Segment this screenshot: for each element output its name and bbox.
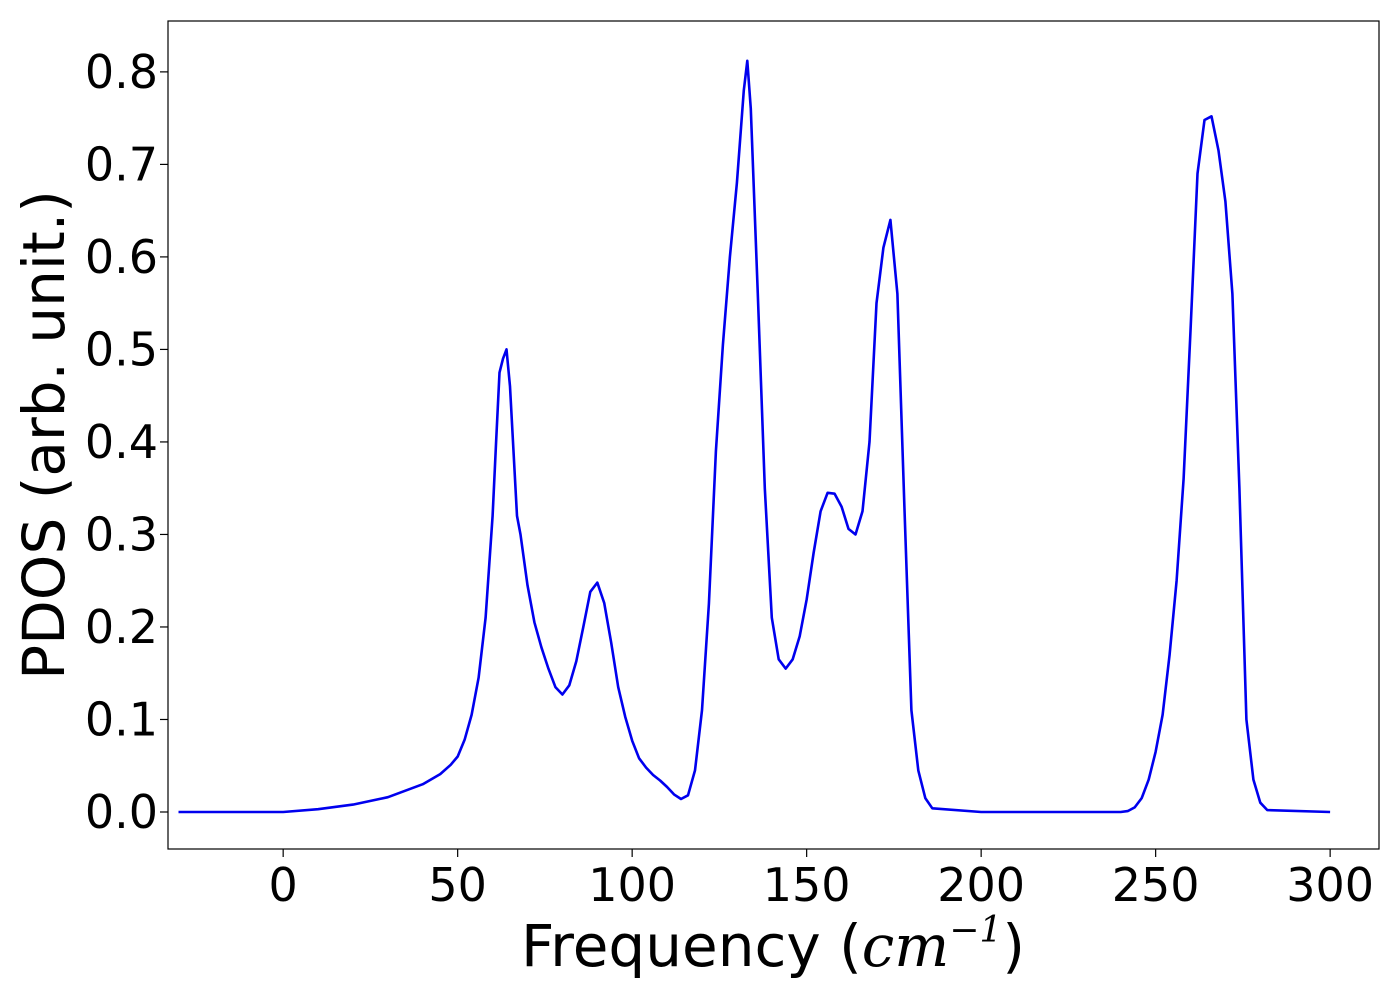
x-tick-label: 50 xyxy=(428,858,487,912)
x-tick-label: 100 xyxy=(588,858,676,912)
y-tick-label: 0.0 xyxy=(85,785,158,839)
x-tick-label: 0 xyxy=(269,858,298,912)
y-axis-ticks: 0.0 0.1 0.2 0.3 0.4 0.5 0.6 0.7 0.8 xyxy=(85,45,168,839)
y-tick-label: 0.5 xyxy=(85,322,158,376)
y-axis-title: PDOS (arb. unit.) xyxy=(10,190,78,680)
y-tick-label: 0.7 xyxy=(85,137,158,191)
y-tick-label: 0.3 xyxy=(85,507,158,561)
x-tick-label: 250 xyxy=(1112,858,1200,912)
series-layer xyxy=(178,59,1331,814)
pdos-series-line xyxy=(178,59,1331,814)
x-tick-label: 200 xyxy=(937,858,1025,912)
y-tick-label: 0.6 xyxy=(85,230,158,284)
x-axis-unit-exp: −1 xyxy=(949,910,1002,951)
x-axis-title: Frequency (cm−1) xyxy=(521,910,1025,980)
y-tick-label: 0.1 xyxy=(85,692,158,746)
x-tick-label: 300 xyxy=(1286,858,1374,912)
y-tick-label: 0.4 xyxy=(85,415,158,469)
y-tick-label: 0.2 xyxy=(85,600,158,654)
x-axis-title-main: Frequency xyxy=(521,912,821,980)
plot-area-frame xyxy=(167,20,1380,850)
y-tick-label: 0.8 xyxy=(85,45,158,99)
x-axis-ticks: 0 50 100 150 200 250 300 xyxy=(269,849,1374,912)
x-axis-unit-base: cm xyxy=(862,912,949,980)
x-tick-label: 150 xyxy=(763,858,851,912)
